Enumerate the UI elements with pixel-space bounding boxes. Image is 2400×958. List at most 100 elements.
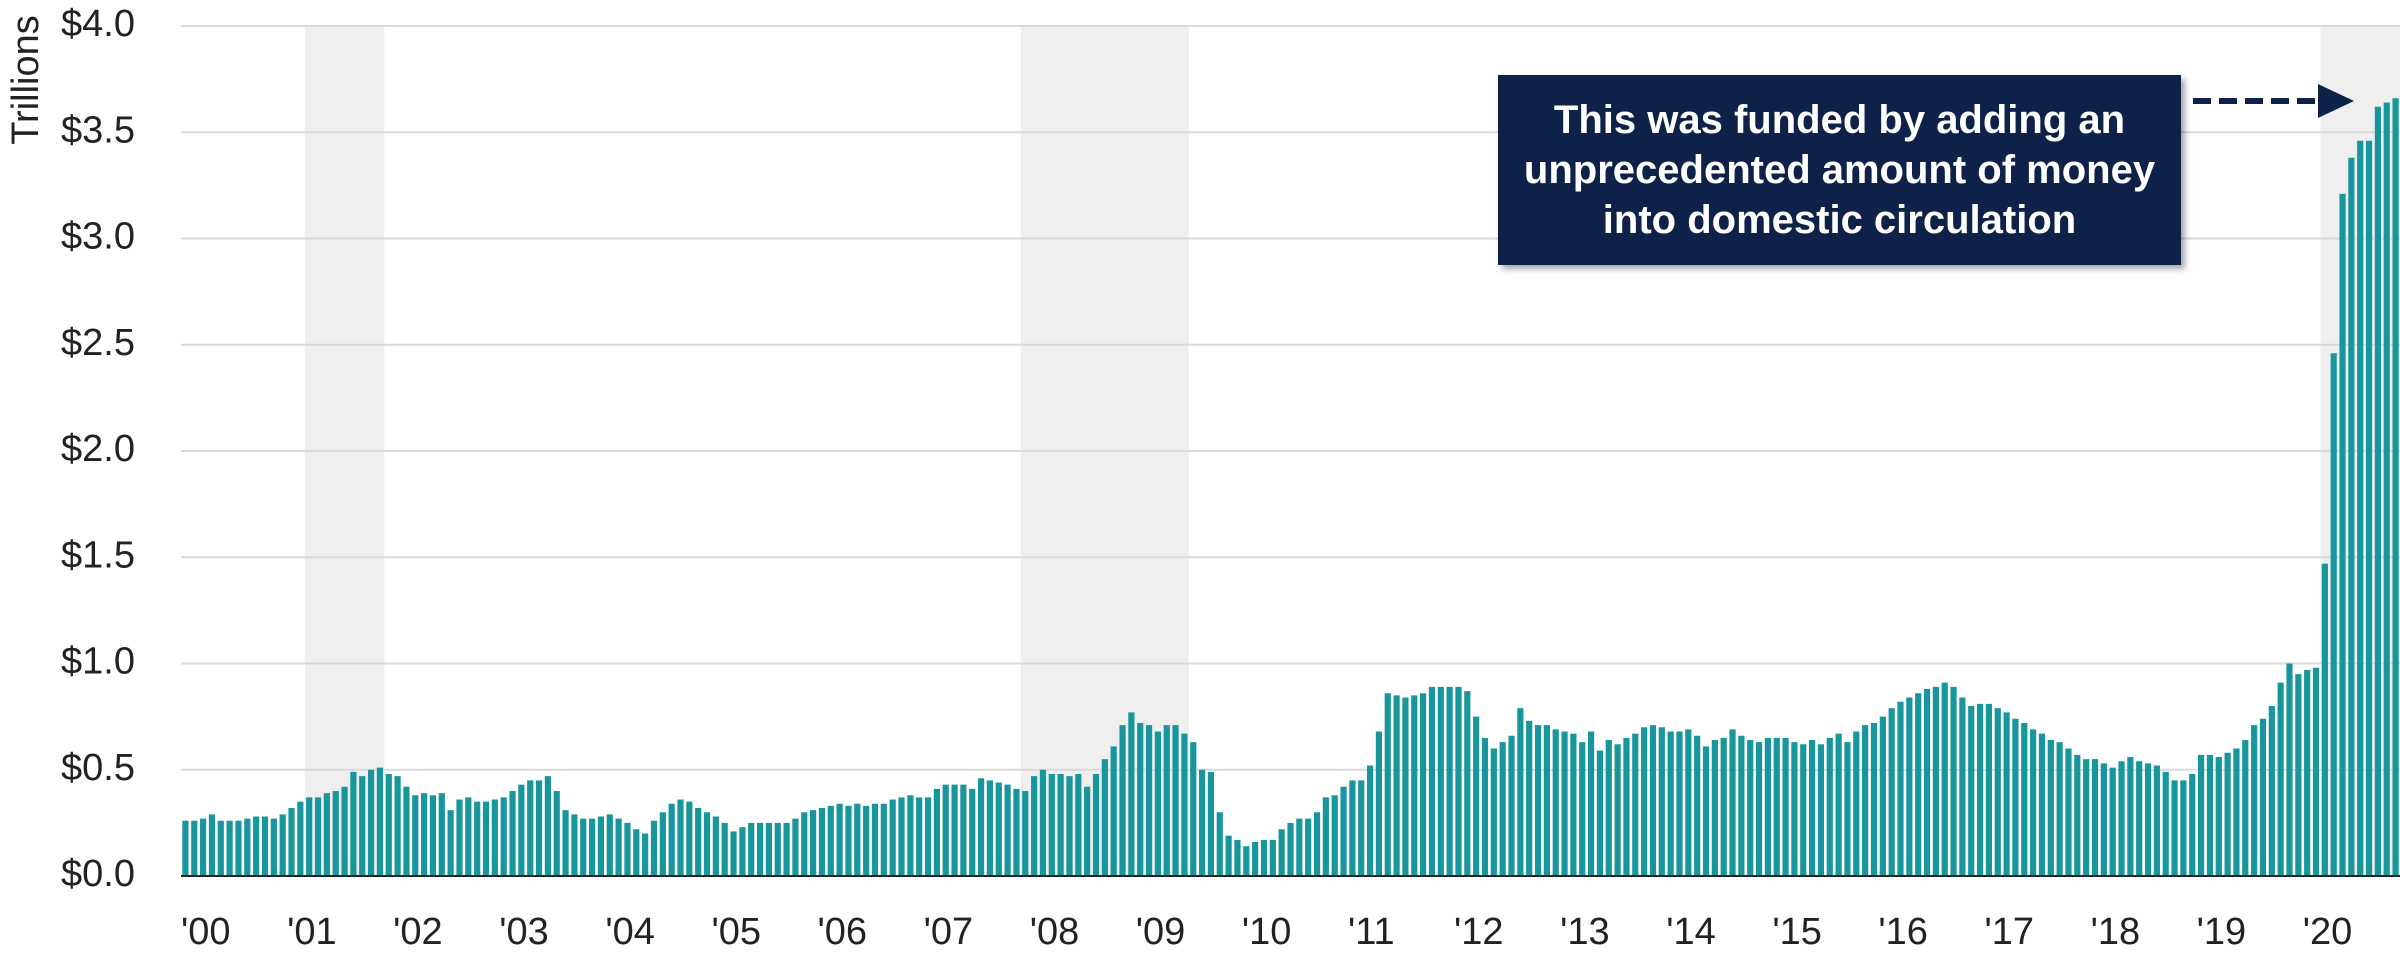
bar <box>1897 701 1904 876</box>
bar <box>2348 157 2355 876</box>
bar <box>1473 716 1480 876</box>
bar <box>1172 725 1179 876</box>
annotation: This was funded by adding an unprecedent… <box>1498 75 2181 265</box>
bar <box>1366 765 1374 876</box>
y-tick-label: $0.0 <box>61 853 135 895</box>
bar <box>1950 686 1957 876</box>
bar <box>845 805 852 876</box>
bar <box>1764 737 1771 876</box>
bar <box>1809 740 1816 876</box>
x-tick-label: '18 <box>2091 911 2141 953</box>
bar <box>942 784 949 876</box>
bar <box>261 816 269 876</box>
bar <box>1296 818 1303 876</box>
bar <box>253 816 260 876</box>
bar <box>279 814 286 876</box>
x-tick-label: '04 <box>605 911 655 953</box>
bar <box>1561 731 1568 876</box>
bar <box>633 829 640 876</box>
x-tick-label: '09 <box>1136 911 1186 953</box>
bar <box>2091 759 2099 876</box>
bar <box>235 820 242 876</box>
bar <box>438 793 445 876</box>
bar <box>712 816 719 876</box>
bar <box>1154 731 1161 876</box>
bar <box>1976 703 1984 876</box>
bar <box>527 780 534 876</box>
x-tick-label: '12 <box>1454 911 1504 953</box>
bar <box>1773 737 1780 876</box>
bar <box>703 812 711 876</box>
bar <box>2383 102 2390 876</box>
bar <box>871 803 879 876</box>
bar <box>2392 98 2399 876</box>
x-tick-label: '19 <box>2197 911 2247 953</box>
bar <box>306 797 313 876</box>
bar <box>244 818 251 876</box>
bar <box>827 805 834 876</box>
bar <box>1985 703 1993 876</box>
bar <box>500 797 507 876</box>
bar <box>2136 761 2143 876</box>
bar <box>765 822 772 876</box>
x-tick-label: '15 <box>1772 911 1822 953</box>
bar <box>2215 757 2222 876</box>
bar <box>2003 712 2010 876</box>
bar <box>2021 723 2028 876</box>
bar <box>1305 818 1312 876</box>
bar <box>986 780 994 876</box>
bar <box>1243 846 1250 876</box>
bar <box>1048 774 1055 876</box>
bar <box>650 820 658 876</box>
bar <box>2224 752 2231 876</box>
bar <box>1782 737 1789 876</box>
x-tick-label: '00 <box>181 911 231 953</box>
bar <box>2206 754 2214 876</box>
bar <box>977 778 985 876</box>
bar <box>2100 763 2107 876</box>
bar <box>403 786 410 876</box>
bar <box>1375 731 1383 876</box>
bar <box>1994 708 2001 876</box>
bar <box>677 799 684 876</box>
bar <box>1817 744 1825 876</box>
bar <box>1075 774 1082 876</box>
bar <box>509 791 516 876</box>
bar <box>2339 193 2346 876</box>
bar <box>1658 727 1665 876</box>
y-tick-label: $1.5 <box>61 534 135 576</box>
bar <box>1853 731 1860 876</box>
bar <box>359 776 366 876</box>
y-axis-label: Trillions <box>5 15 47 145</box>
bar <box>1738 735 1745 876</box>
bar <box>562 810 569 876</box>
bar <box>748 822 755 876</box>
bar <box>1534 725 1542 876</box>
bar <box>2365 140 2373 876</box>
bar <box>1906 697 1913 876</box>
bar <box>783 822 790 876</box>
bar <box>1331 795 1338 876</box>
bar <box>2065 748 2072 876</box>
bar <box>1137 723 1144 876</box>
bar <box>465 797 472 876</box>
bar <box>270 818 277 876</box>
bar <box>1181 733 1188 876</box>
bar <box>474 801 481 876</box>
bar <box>314 797 322 876</box>
bar <box>482 801 490 876</box>
bar <box>907 795 914 876</box>
bar <box>1490 748 1497 876</box>
bar <box>376 767 384 876</box>
bar <box>1499 742 1506 876</box>
bar <box>730 831 737 876</box>
bar <box>456 799 463 876</box>
bar <box>1057 774 1064 876</box>
bar <box>969 788 976 876</box>
bar <box>1667 731 1674 876</box>
bar <box>1278 829 1285 876</box>
bar <box>1198 769 1206 876</box>
bar <box>889 799 896 876</box>
x-tick-label: '02 <box>393 911 443 953</box>
bar <box>2109 767 2116 876</box>
